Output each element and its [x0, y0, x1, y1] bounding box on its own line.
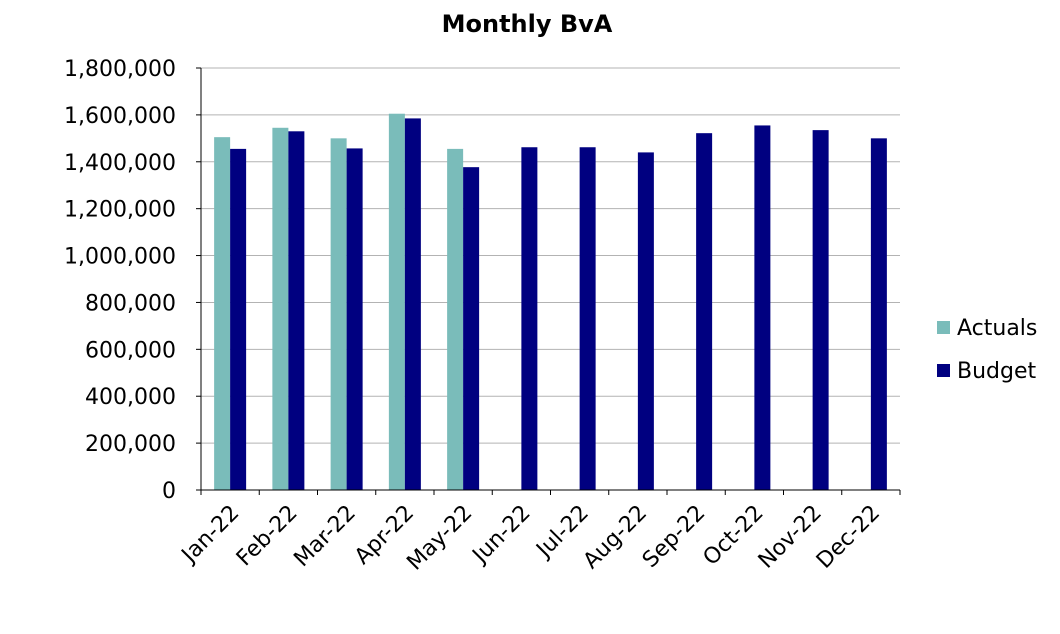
y-tick-label: 1,800,000 [64, 57, 176, 82]
bar-actuals-apr-22 [388, 113, 405, 490]
legend-label-actuals: Actuals [957, 316, 1037, 341]
y-tick-label: 800,000 [85, 291, 176, 316]
bar-budget-oct-22 [754, 125, 771, 490]
bar-budget-mar-22 [346, 148, 363, 491]
chart-title: Monthly BvA [442, 10, 613, 38]
bar-budget-apr-22 [404, 118, 421, 491]
x-tick-label: May-22 [402, 501, 477, 576]
legend-label-budget: Budget [957, 359, 1037, 384]
bar-budget-jul-22 [579, 147, 596, 490]
bar-budget-jun-22 [521, 147, 538, 490]
bars [214, 113, 887, 491]
y-tick-label: 600,000 [85, 338, 176, 363]
x-tick-label: Feb-22 [232, 501, 303, 572]
y-tick-label: 200,000 [85, 432, 176, 457]
x-tick-label: Dec-22 [812, 501, 885, 574]
y-tick-label: 1,400,000 [64, 151, 176, 176]
legend-swatch-budget [937, 364, 950, 377]
y-tick-label: 0 [162, 479, 176, 504]
bar-actuals-feb-22 [272, 127, 289, 491]
bar-budget-aug-22 [637, 152, 654, 490]
gridlines [201, 67, 900, 444]
bar-budget-nov-22 [812, 130, 829, 490]
bar-actuals-mar-22 [330, 138, 347, 491]
bar-budget-may-22 [463, 167, 480, 491]
y-tick-label: 1,200,000 [64, 198, 176, 223]
x-tick-label: Mar-22 [289, 501, 360, 572]
x-tick-label: Nov-22 [754, 501, 827, 574]
y-tick-label: 400,000 [85, 385, 176, 410]
y-tick-label: 1,600,000 [64, 104, 176, 129]
x-axis-ticks: Jan-22Feb-22Mar-22Apr-22May-22Jun-22Jul-… [176, 490, 901, 576]
bar-budget-jan-22 [230, 148, 247, 490]
bar-budget-sep-22 [696, 133, 713, 491]
x-tick-label: Aug-22 [579, 501, 652, 574]
bar-budget-feb-22 [288, 131, 305, 491]
y-axis-ticks: 0 200,000 400,000 600,000 800,000 1,000,000 1,… [64, 57, 201, 504]
x-tick-label: Sep-22 [638, 501, 710, 573]
x-tick-label: Jun-22 [467, 501, 536, 570]
bar-actuals-may-22 [447, 148, 464, 490]
bar-actuals-jan-22 [214, 137, 231, 490]
legend-swatch-actuals [937, 321, 950, 334]
bar-budget-dec-22 [870, 138, 887, 491]
axes [200, 68, 900, 491]
legend: Actuals Budget [937, 316, 1037, 384]
y-tick-label: 1,000,000 [64, 245, 176, 270]
x-tick-label: Jan-22 [176, 501, 244, 569]
